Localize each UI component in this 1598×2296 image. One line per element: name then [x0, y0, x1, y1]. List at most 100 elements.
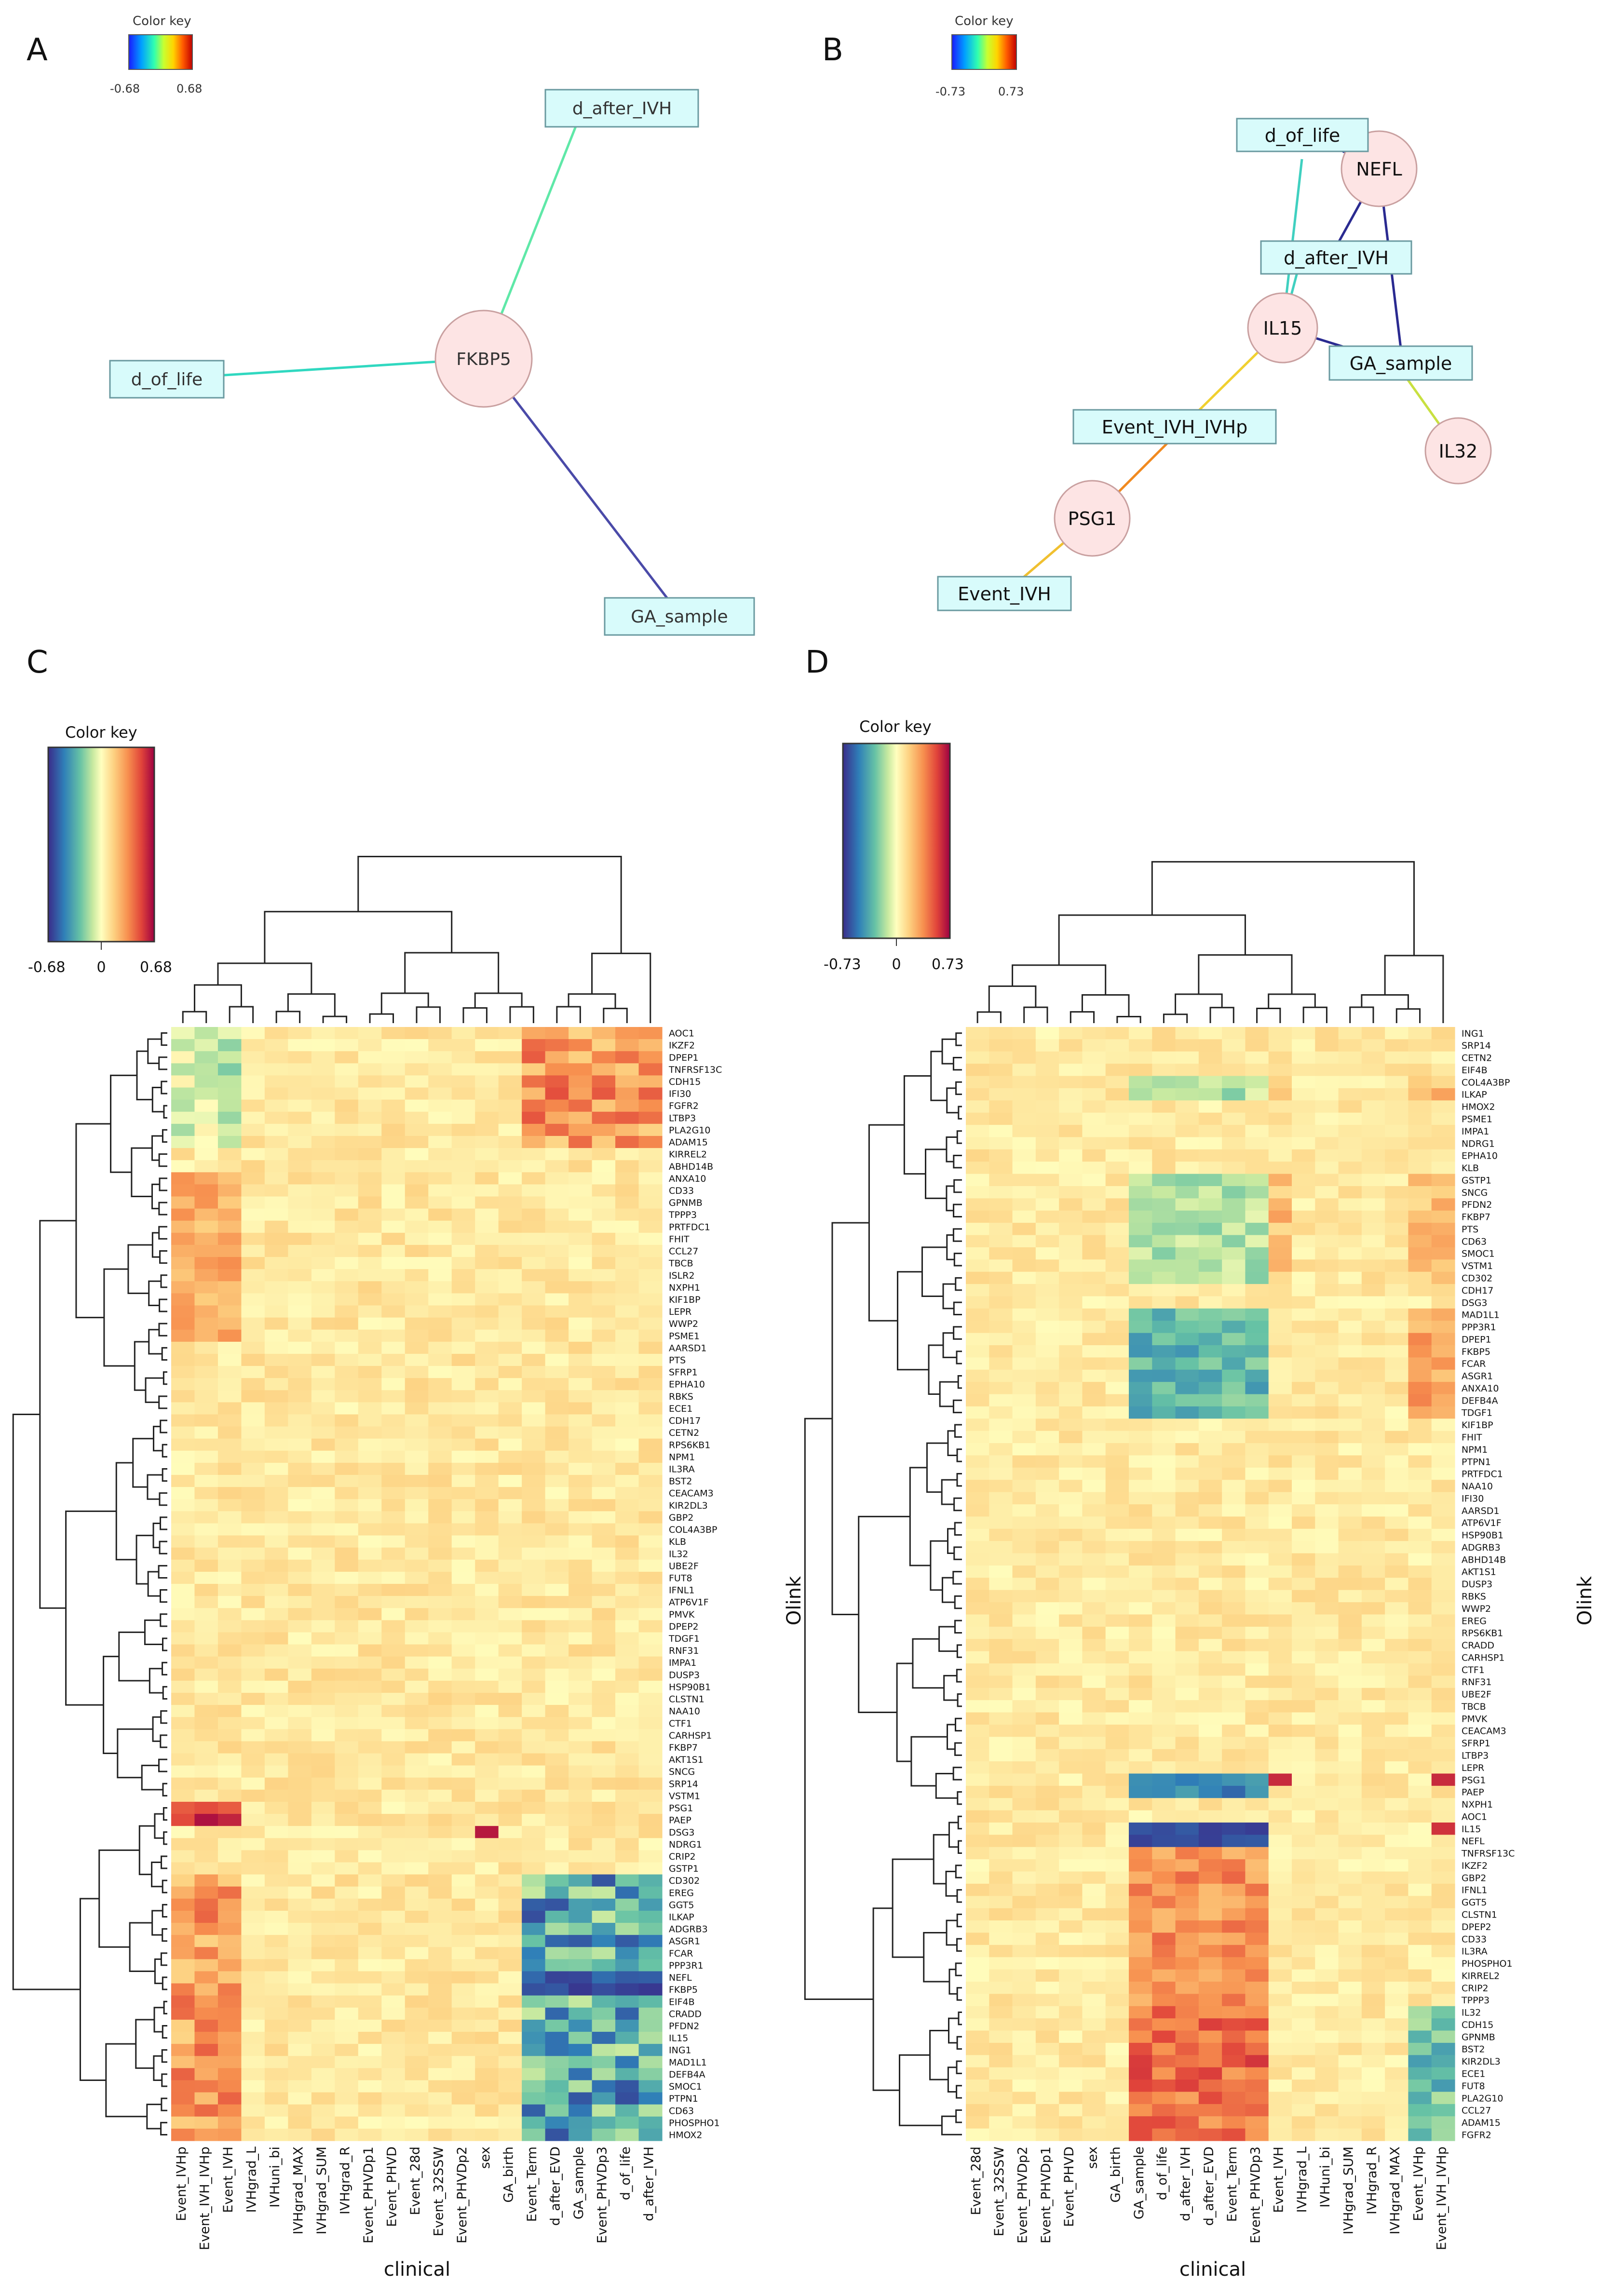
heatmap-cell [1385, 1443, 1409, 1456]
heatmap-cell [1035, 2128, 1059, 2141]
heatmap-cell [1408, 1039, 1432, 1052]
heatmap-cell [241, 2068, 265, 2081]
heatmap-cell [615, 1753, 639, 1766]
heatmap-cell [1198, 1859, 1222, 1872]
heatmap-cell [381, 1511, 406, 1524]
heatmap-cell [1245, 1137, 1269, 1150]
heatmap-cell [381, 1971, 406, 1984]
heatmap-cell [1082, 1431, 1106, 1444]
row-label: VSTM1 [669, 1791, 700, 1801]
heatmap-cell [569, 1789, 593, 1802]
heatmap-cell [241, 1959, 265, 1972]
heatmap-cell [638, 1777, 663, 1790]
heatmap-cell [405, 1378, 429, 1391]
heatmap-cell [1361, 1259, 1385, 1272]
heatmap-cell [966, 1333, 989, 1346]
heatmap-cell [335, 1620, 359, 1633]
heatmap-cell [241, 1789, 265, 1802]
heatmap-cell [1198, 1406, 1222, 1419]
heatmap-cell [1175, 1957, 1199, 1970]
heatmap-cell [335, 1220, 359, 1233]
heatmap-cell [1315, 1492, 1339, 1505]
heatmap-cell [615, 1027, 639, 1040]
heatmap-cell [1385, 1345, 1409, 1358]
heatmap-cell [498, 1898, 522, 1911]
heatmap-cell [1292, 1394, 1315, 1407]
heatmap-cell [1315, 1847, 1339, 1860]
heatmap-cell [498, 1305, 522, 1318]
heatmap-cell [545, 1801, 569, 1814]
heatmap-cell [545, 2080, 569, 2093]
heatmap-cell [592, 1027, 616, 1040]
heatmap-cell [1268, 1553, 1292, 1566]
heatmap-cell [311, 1705, 335, 1717]
heatmap-cell [989, 1847, 1013, 1860]
dendrogram-branch [1070, 1011, 1095, 1023]
heatmap-cell [194, 1402, 218, 1415]
heatmap-cell [1408, 1333, 1432, 1346]
heatmap-cell [1152, 1467, 1176, 1480]
heatmap-cell [1059, 1541, 1083, 1554]
heatmap-cell [428, 1172, 452, 1185]
column-label: IVHgrad_SUM [314, 2147, 329, 2234]
color-key-zero-c: 0 [96, 959, 106, 976]
heatmap-cell [1268, 1406, 1292, 1419]
heatmap-cell [592, 1438, 616, 1451]
heatmap-cell [428, 2019, 452, 2032]
heatmap-cell [569, 1850, 593, 1863]
heatmap-cell [1245, 2006, 1269, 2019]
heatmap-cell [1129, 1112, 1152, 1125]
column-dendrogram-d [976, 861, 1444, 1023]
heatmap-cell [498, 1838, 522, 1850]
heatmap-cell [966, 1969, 989, 1982]
heatmap-cell [1082, 1027, 1106, 1040]
heatmap-cell [966, 1162, 989, 1175]
heatmap-cell [1082, 1271, 1106, 1284]
heatmap-cell [615, 1196, 639, 1209]
heatmap-cell [264, 1656, 288, 1669]
heatmap-cell [241, 1656, 265, 1669]
heatmap-cell [288, 1438, 312, 1451]
heatmap-cell [1292, 1382, 1315, 1395]
heatmap-cell [1292, 2006, 1315, 2019]
heatmap-cell [1082, 1663, 1106, 1676]
heatmap-cell [615, 1729, 639, 1742]
heatmap-cell [1315, 2080, 1339, 2093]
heatmap-cell [405, 2128, 429, 2141]
heatmap-cell [1408, 1443, 1432, 1456]
heatmap-cell [498, 1717, 522, 1729]
heatmap-cell [1245, 1431, 1269, 1444]
heatmap-cell [966, 1174, 989, 1187]
row-label: PAEP [1462, 1787, 1484, 1798]
heatmap-cell [1315, 1051, 1339, 1064]
node-label-d-of-life-a: d_of_life [131, 370, 203, 390]
heatmap-cell [545, 1305, 569, 1318]
heatmap-cell [1245, 1614, 1269, 1627]
heatmap-cell [428, 1971, 452, 1984]
heatmap-cell [1105, 1284, 1129, 1297]
heatmap-cell [264, 1995, 288, 2008]
heatmap-cell [358, 1765, 382, 1778]
heatmap-cell [335, 1257, 359, 1270]
heatmap-cell [1338, 1076, 1362, 1089]
heatmap-cell [358, 1160, 382, 1173]
heatmap-cell [1268, 1027, 1292, 1040]
heatmap-cell [475, 1402, 499, 1415]
heatmap-cell [545, 1717, 569, 1729]
heatmap-cell [989, 1394, 1013, 1407]
heatmap-cell [1292, 1162, 1315, 1175]
heatmap-cell [1175, 1210, 1199, 1223]
heatmap-cell [1385, 1174, 1409, 1187]
heatmap-cell [405, 1862, 429, 1875]
heatmap-cell [1385, 1455, 1409, 1468]
heatmap-cell [569, 1317, 593, 1330]
heatmap-cell [451, 1378, 475, 1391]
heatmap-cell [1082, 1137, 1106, 1150]
heatmap-cell [1385, 1920, 1409, 1933]
heatmap-cell [428, 1160, 452, 1173]
heatmap-cell [311, 1535, 335, 1548]
dendrogram-branch [149, 1668, 163, 1694]
heatmap-cell [1268, 1467, 1292, 1480]
heatmap-cell [498, 2007, 522, 2020]
heatmap-cell [1035, 1982, 1059, 1994]
